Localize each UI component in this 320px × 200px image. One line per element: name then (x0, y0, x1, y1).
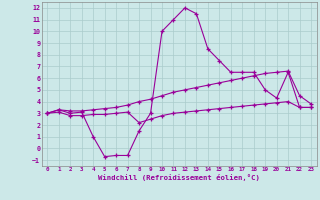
X-axis label: Windchill (Refroidissement éolien,°C): Windchill (Refroidissement éolien,°C) (98, 174, 260, 181)
